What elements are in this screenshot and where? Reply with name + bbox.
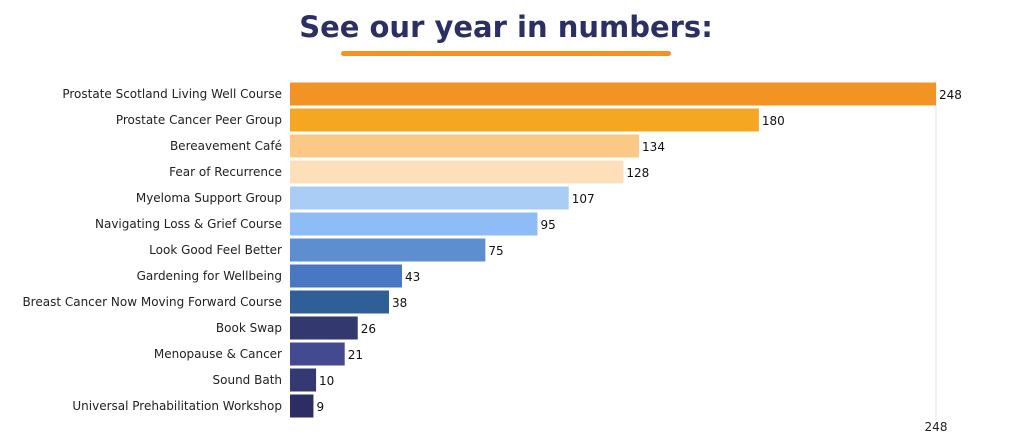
bar xyxy=(290,238,486,262)
value-label: 180 xyxy=(762,114,785,128)
bar xyxy=(290,368,317,392)
category-label: Prostate Cancer Peer Group xyxy=(116,113,282,127)
title-underline xyxy=(341,51,671,56)
bar xyxy=(290,134,640,158)
category-label: Sound Bath xyxy=(213,373,283,387)
category-label: Fear of Recurrence xyxy=(169,165,282,179)
value-label: 107 xyxy=(572,192,595,206)
bar xyxy=(290,108,759,132)
value-label: 43 xyxy=(405,270,420,284)
category-label: Breast Cancer Now Moving Forward Course xyxy=(22,295,282,309)
category-label: Gardening for Wellbeing xyxy=(137,269,282,283)
category-label: Book Swap xyxy=(216,321,282,335)
page-title: See our year in numbers: xyxy=(299,10,713,44)
category-label: Bereavement Café xyxy=(170,139,282,153)
category-label: Menopause & Cancer xyxy=(154,347,282,361)
value-label: 128 xyxy=(626,166,649,180)
category-label: Myeloma Support Group xyxy=(136,191,282,205)
bar xyxy=(290,212,538,236)
value-label: 9 xyxy=(316,400,324,414)
bar xyxy=(290,160,624,184)
bar xyxy=(290,82,936,106)
category-label: Navigating Loss & Grief Course xyxy=(95,217,282,231)
category-label: Prostate Scotland Living Well Course xyxy=(62,87,282,101)
value-label: 75 xyxy=(488,244,503,258)
bar xyxy=(290,394,314,418)
bar xyxy=(290,290,389,314)
value-label: 248 xyxy=(939,88,962,102)
value-label: 134 xyxy=(642,140,665,154)
value-label: 26 xyxy=(361,322,376,336)
value-label: 21 xyxy=(348,348,363,362)
value-label: 10 xyxy=(319,374,334,388)
bar xyxy=(290,342,345,366)
value-label: 38 xyxy=(392,296,407,310)
category-label: Universal Prehabilitation Workshop xyxy=(72,399,282,413)
x-tick-label: 248 xyxy=(925,420,948,434)
value-label: 95 xyxy=(540,218,555,232)
category-label: Look Good Feel Better xyxy=(149,243,282,257)
bar xyxy=(290,264,403,288)
bar xyxy=(290,186,569,210)
bar xyxy=(290,316,358,340)
